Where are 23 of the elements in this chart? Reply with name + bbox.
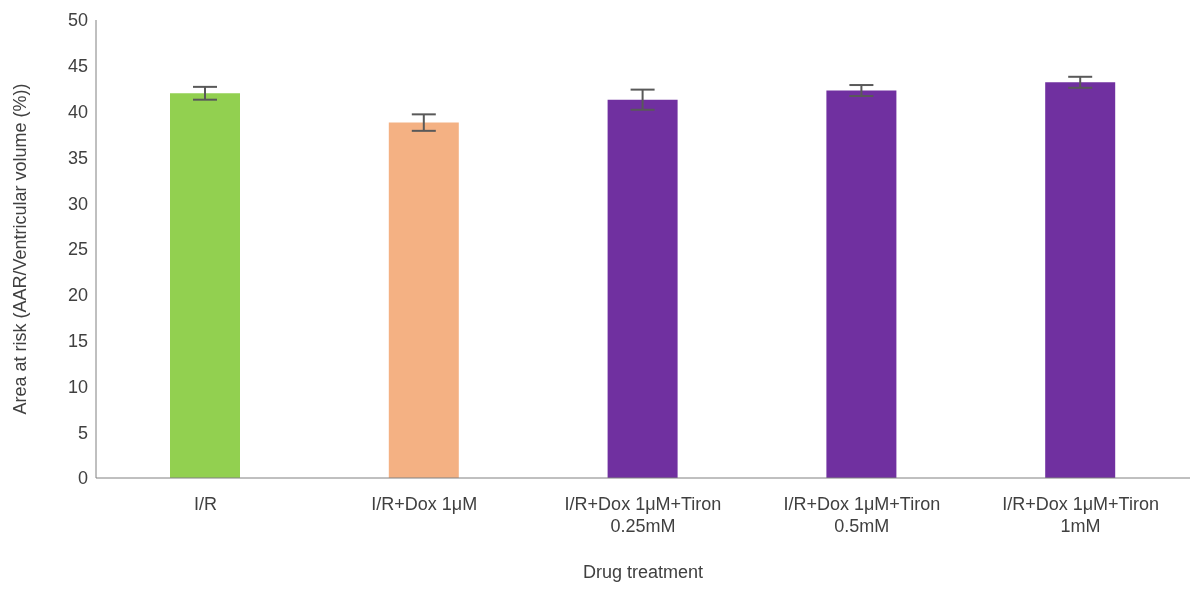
y-tick-label: 25 [67,239,88,260]
x-tick-label: I/R+Dox 1μM [371,494,478,514]
y-tick-label: 40 [67,101,88,122]
bar [388,122,459,478]
y-tick-label: 15 [67,330,88,351]
y-tick-label: 5 [77,422,88,443]
x-tick-label: I/R+Dox 1μM+Tiron 0.5mM [783,494,941,536]
y-tick-label: 45 [67,56,88,77]
y-tick-label: 0 [77,468,88,489]
x-axis-title: Drug treatment [582,562,704,582]
x-tick-label: I/R+Dox 1μM+Tiron 0.25mM [564,494,722,536]
x-tick-label: I/R [193,494,217,514]
bar [170,93,240,478]
y-tick-label: 20 [67,285,88,306]
bar [607,99,678,478]
y-tick-label: 10 [67,376,88,397]
y-tick-label: 50 [67,10,88,31]
x-tick-label: I/R+Dox 1μM+Tiron 1mM [1002,494,1159,536]
bar [826,90,897,478]
y-tick-label: 35 [67,147,88,168]
y-axis-title: Area at risk (AAR/Ventricular volume (%)) [10,83,31,415]
bar [1045,82,1116,478]
y-tick-label: 30 [67,193,88,214]
